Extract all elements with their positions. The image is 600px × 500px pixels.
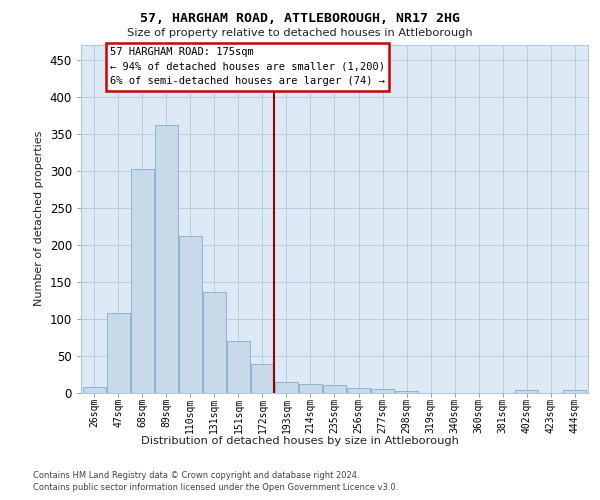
Text: Distribution of detached houses by size in Attleborough: Distribution of detached houses by size …: [141, 436, 459, 446]
Bar: [227, 340, 250, 392]
Bar: [203, 292, 226, 392]
Bar: [83, 386, 106, 392]
Bar: [155, 125, 178, 392]
Text: Size of property relative to detached houses in Attleborough: Size of property relative to detached ho…: [127, 28, 473, 38]
Bar: [299, 384, 322, 392]
Text: 57, HARGHAM ROAD, ATTLEBOROUGH, NR17 2HG: 57, HARGHAM ROAD, ATTLEBOROUGH, NR17 2HG: [140, 12, 460, 24]
Text: Contains HM Land Registry data © Crown copyright and database right 2024.: Contains HM Land Registry data © Crown c…: [33, 471, 359, 480]
Bar: [179, 236, 202, 392]
Bar: [275, 382, 298, 392]
Text: Contains public sector information licensed under the Open Government Licence v3: Contains public sector information licen…: [33, 482, 398, 492]
Text: 57 HARGHAM ROAD: 175sqm
← 94% of detached houses are smaller (1,200)
6% of semi-: 57 HARGHAM ROAD: 175sqm ← 94% of detache…: [110, 46, 385, 86]
Bar: [395, 391, 418, 392]
Y-axis label: Number of detached properties: Number of detached properties: [34, 131, 44, 306]
Bar: [251, 364, 274, 392]
Bar: [371, 389, 394, 392]
Bar: [131, 169, 154, 392]
Bar: [347, 388, 370, 392]
Bar: [515, 390, 538, 392]
Bar: [107, 314, 130, 392]
Bar: [323, 385, 346, 392]
Bar: [563, 390, 586, 392]
